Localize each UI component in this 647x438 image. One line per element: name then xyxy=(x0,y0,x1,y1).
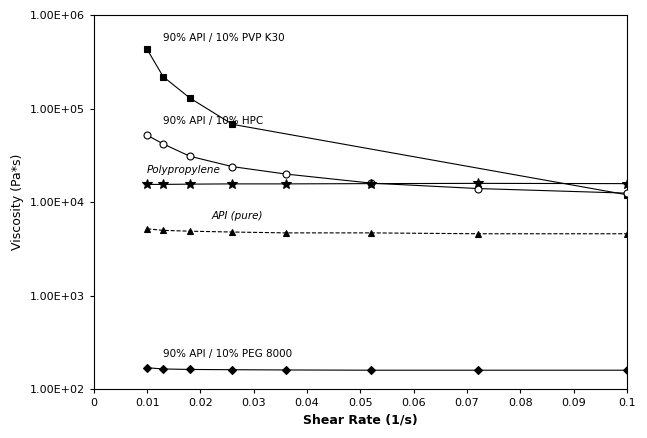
Y-axis label: Viscosity (Pa*s): Viscosity (Pa*s) xyxy=(11,154,24,251)
Text: API (pure): API (pure) xyxy=(211,211,263,221)
X-axis label: Shear Rate (1/s): Shear Rate (1/s) xyxy=(303,414,418,427)
Text: 90% API / 10% PVP K30: 90% API / 10% PVP K30 xyxy=(163,33,285,43)
Text: 90% API / 10% HPC: 90% API / 10% HPC xyxy=(163,116,263,126)
Text: Polypropylene: Polypropylene xyxy=(147,165,221,175)
Text: 90% API / 10% PEG 8000: 90% API / 10% PEG 8000 xyxy=(163,349,292,359)
